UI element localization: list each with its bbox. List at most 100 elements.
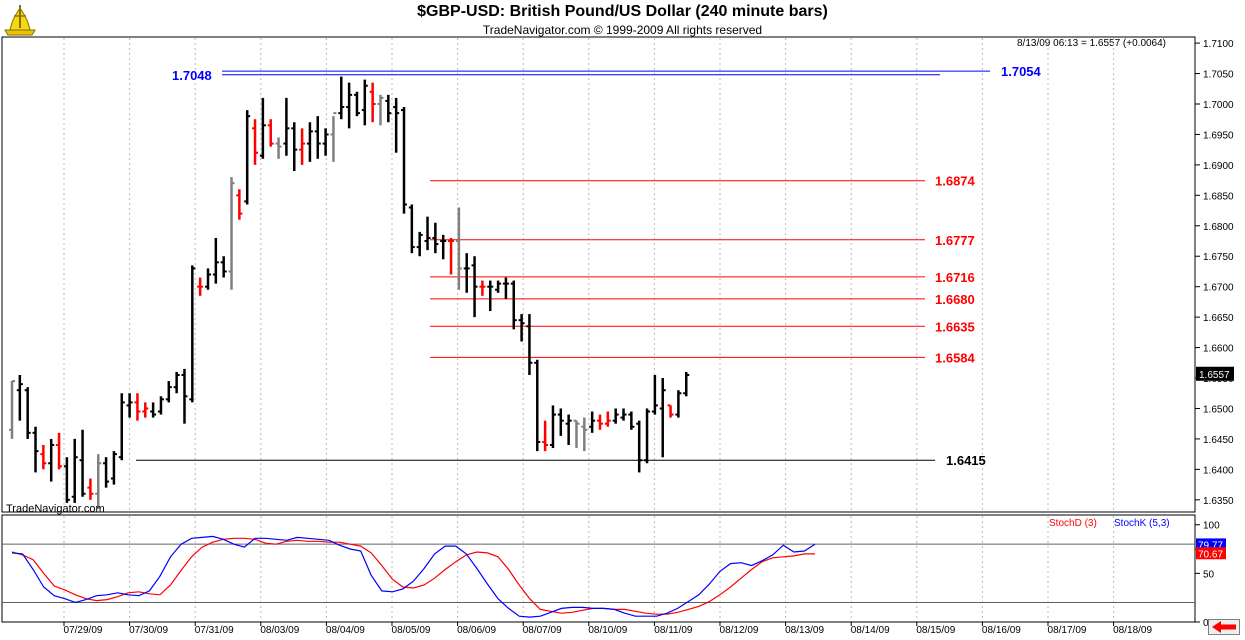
retracement-label: 1.6680 — [935, 292, 975, 307]
ohlc-bar — [71, 438, 78, 503]
price-tick-label: 1.7100 — [1203, 39, 1234, 50]
ohlc-bar — [275, 137, 282, 159]
date-tick-label: 08/04/09 — [326, 625, 365, 636]
ohlc-bar — [557, 408, 564, 436]
ohlc-bar — [628, 411, 635, 430]
ohlc-bar — [620, 408, 627, 421]
ohlc-bar — [455, 207, 462, 290]
ohlc-bar — [126, 393, 133, 418]
ohlc-bar — [197, 277, 204, 296]
ohlc-bar — [134, 393, 141, 421]
ohlc-bar — [79, 429, 86, 497]
ohlc-bar — [157, 396, 164, 415]
ohlc-bar — [267, 119, 274, 147]
ohlc-bar — [244, 110, 251, 205]
stoch-tick-label: 50 — [1203, 569, 1215, 580]
watermark-text: TradeNavigator.com — [6, 503, 105, 515]
chart-title: $GBP-USD: British Pound/US Dollar (240 m… — [417, 3, 828, 20]
price-tick-label: 1.6450 — [1203, 435, 1234, 446]
stoch-k-value: 79.77 — [1198, 540, 1223, 551]
ohlc-bar — [24, 387, 31, 439]
ohlc-bar — [87, 478, 94, 500]
ohlc-bar — [401, 107, 407, 214]
ohlc-bar — [612, 408, 619, 424]
price-tick-label: 1.6350 — [1203, 496, 1234, 507]
ohlc-bar — [495, 280, 502, 293]
ohlc-bar — [63, 457, 70, 503]
ohlc-bar — [48, 438, 55, 482]
ohlc-bar — [549, 405, 556, 449]
logo — [4, 5, 36, 36]
date-tick-label: 08/17/09 — [1048, 625, 1087, 636]
retracement-label: 1.6777 — [935, 233, 975, 248]
price-tick-label: 1.6700 — [1203, 283, 1234, 294]
price-axis[interactable]: 1.63501.64001.64501.65001.65501.66001.66… — [1195, 39, 1234, 507]
price-bars — [9, 76, 690, 509]
ohlc-bar — [361, 79, 368, 126]
price-tick-label: 1.6850 — [1203, 191, 1234, 202]
stoch-d-value-box — [1196, 547, 1226, 560]
ohlc-bar — [338, 76, 345, 120]
ohlc-bar — [252, 119, 259, 165]
ohlc-bar — [173, 371, 180, 394]
retracement-label: 1.6635 — [935, 319, 975, 334]
date-tick-label: 07/31/09 — [195, 625, 234, 636]
price-tick-label: 1.6600 — [1203, 344, 1234, 355]
ohlc-bar — [142, 402, 149, 418]
price-tick-label: 1.7050 — [1203, 70, 1234, 81]
price-tick-label: 1.6950 — [1203, 130, 1234, 141]
ohlc-bar — [228, 177, 235, 290]
price-tick-label: 1.6750 — [1203, 252, 1234, 263]
ohlc-bar — [597, 414, 603, 430]
price-tick-label: 1.6500 — [1203, 404, 1234, 415]
ohlc-bar — [487, 280, 494, 312]
scroll-left-arrow-icon[interactable] — [1208, 619, 1240, 635]
ohlc-bar — [110, 451, 117, 485]
ohlc-bar — [369, 82, 376, 123]
ohlc-bar — [330, 112, 337, 162]
date-tick-label: 07/30/09 — [129, 625, 168, 636]
ohlc-bar — [408, 204, 415, 254]
date-tick-label: 08/05/09 — [392, 625, 431, 636]
ohlc-bar — [385, 94, 392, 123]
ohlc-bar — [479, 280, 486, 296]
last-price-box — [1196, 366, 1234, 381]
ohlc-bar — [205, 268, 211, 290]
ohlc-bar — [440, 234, 447, 260]
grid — [63, 38, 1115, 622]
ohlc-bar — [118, 393, 125, 461]
ohlc-bar — [299, 128, 306, 165]
ohlc-bar — [212, 237, 219, 284]
ohlc-bar — [565, 414, 572, 446]
level-label: 1.7054 — [1001, 64, 1042, 79]
price-panel-border — [1, 36, 1196, 513]
ohlc-bar — [542, 420, 549, 452]
ohlc-bar — [32, 426, 39, 473]
ohlc-bar — [683, 371, 690, 397]
chart-copyright: TradeNavigator.com © 1999-2009 All right… — [482, 23, 763, 37]
ohlc-bar — [416, 231, 423, 257]
stoch-d-value: 70.67 — [1198, 549, 1223, 560]
ohlc-bar — [16, 374, 23, 421]
ohlc-bar — [424, 216, 431, 251]
retracement-label: 1.6584 — [935, 350, 976, 365]
ohlc-bar — [675, 390, 682, 418]
date-tick-label: 08/13/09 — [785, 625, 824, 636]
date-axis[interactable]: 07/29/09 07/30/09 07/31/09 08/03/09 08/04/09… — [63, 622, 1153, 636]
date-tick-label: 08/18/09 — [1113, 625, 1152, 636]
ohlc-bar — [432, 222, 439, 254]
level-label: 1.7048 — [172, 68, 212, 83]
price-tick-label: 1.7000 — [1203, 100, 1234, 111]
ohlc-bar — [604, 411, 611, 427]
date-tick-label: 08/03/09 — [260, 625, 299, 636]
last-price-label: 1.6557 — [1199, 370, 1230, 381]
stoch-series-line — [11, 535, 816, 618]
ohlc-bar — [534, 359, 541, 452]
ohlc-bar — [220, 256, 227, 278]
price-tick-label: 1.6900 — [1203, 161, 1234, 172]
ohlc-bar — [56, 432, 63, 470]
ohlc-bar — [667, 404, 674, 418]
price-tick-label: 1.6800 — [1203, 222, 1234, 233]
logo-graphic — [4, 5, 36, 36]
